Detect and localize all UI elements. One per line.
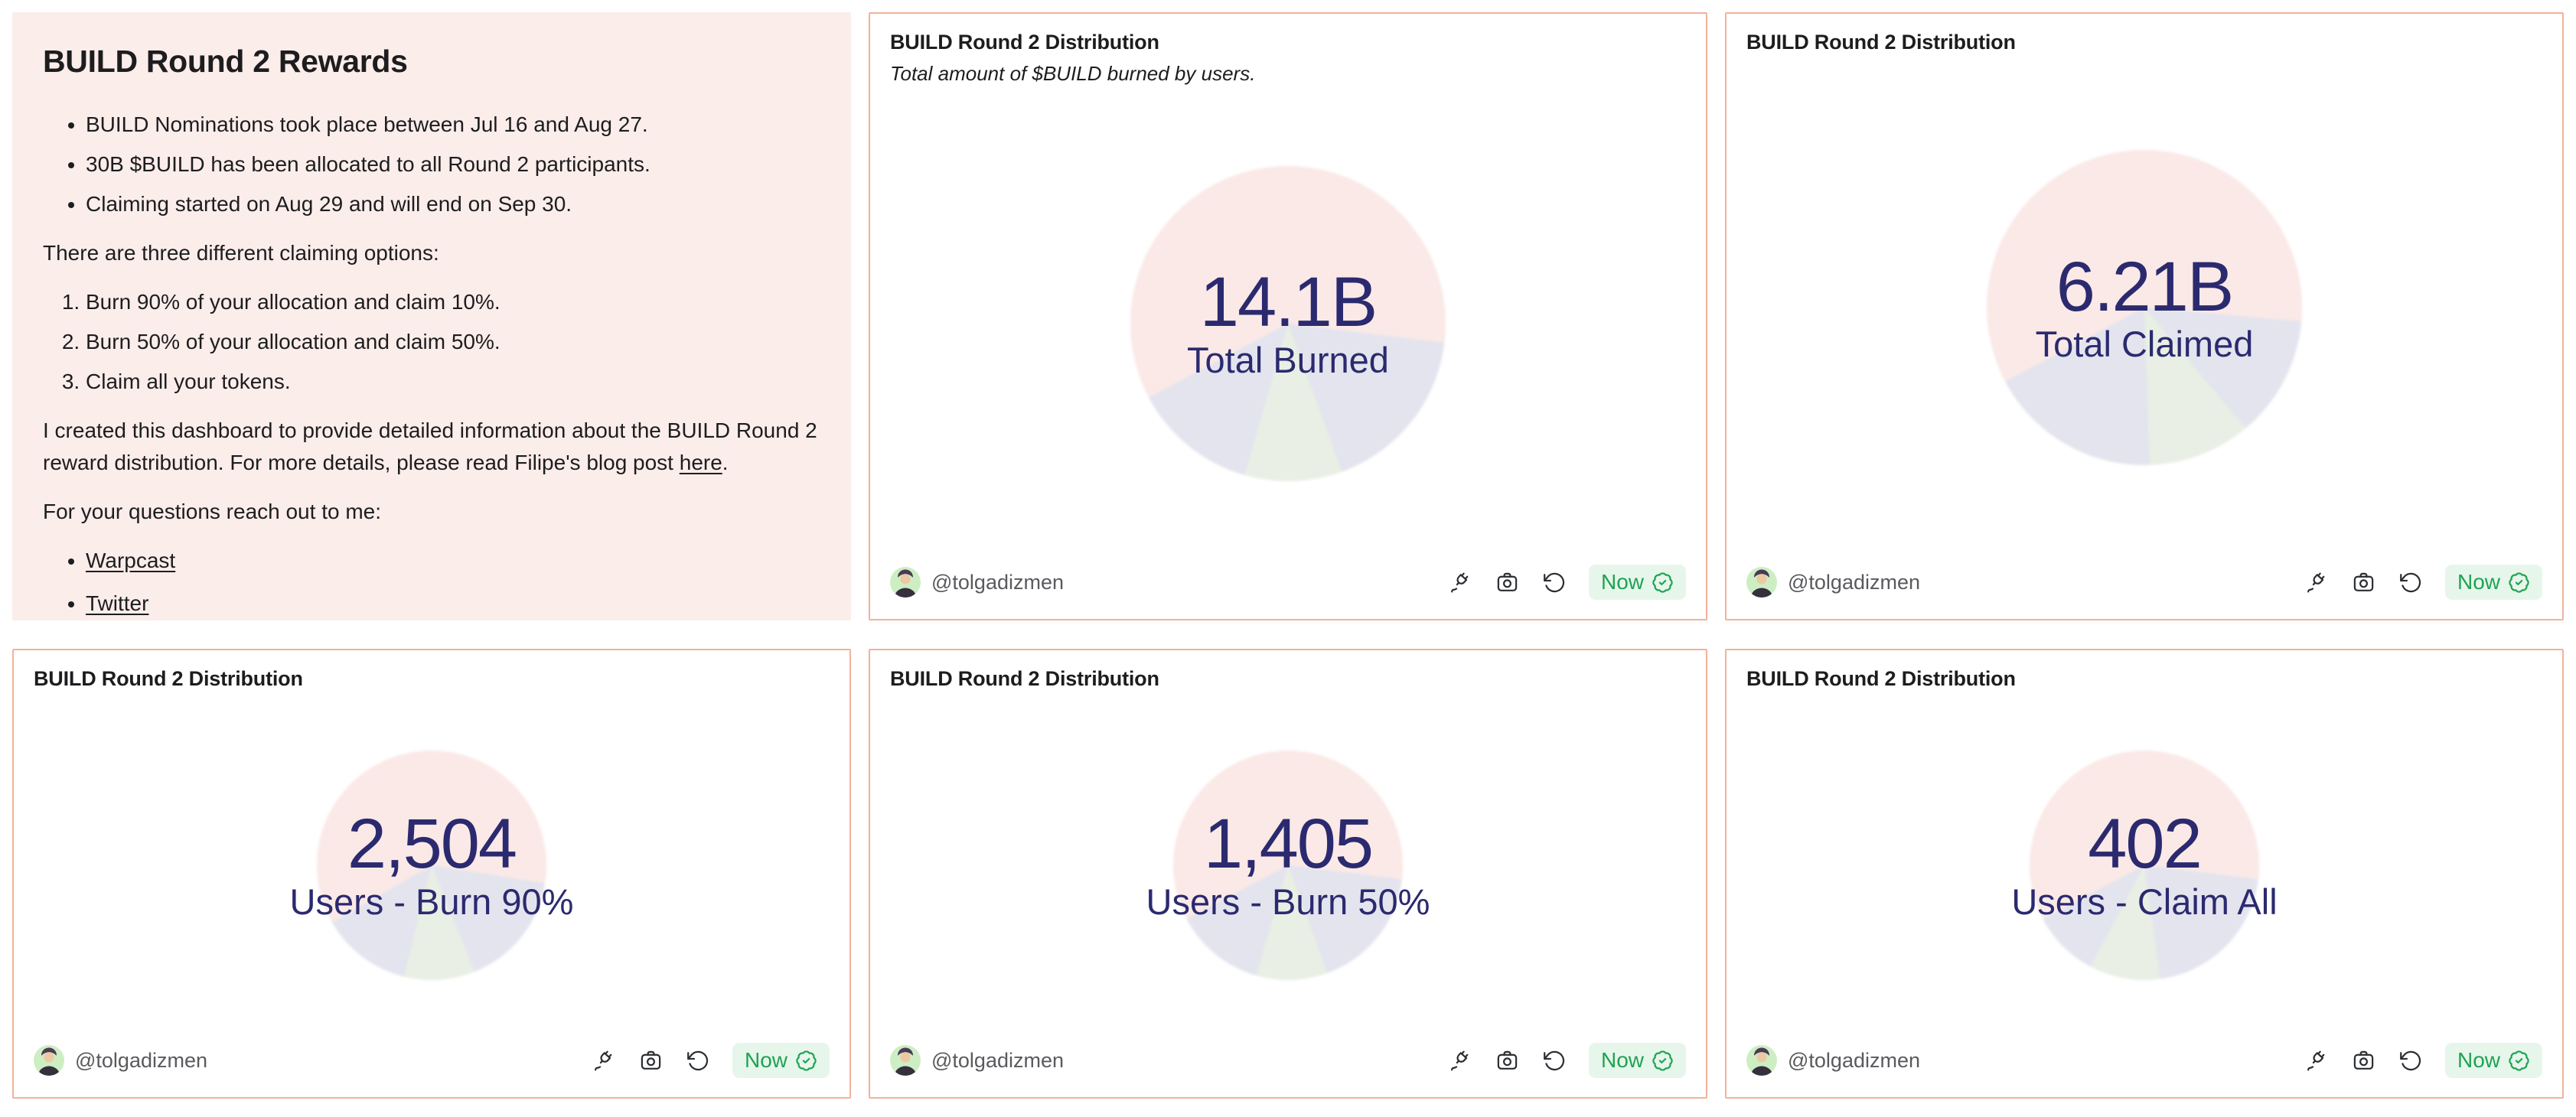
card-footer: @tolgadizmen Now: [1746, 1039, 2542, 1082]
distribution-pie-chart: [317, 750, 546, 980]
text-card: BUILD Round 2 Rewards BUILD Nominations …: [12, 12, 851, 620]
plug-icon[interactable]: [1449, 1049, 1472, 1073]
card-actions: Now: [1449, 1043, 1686, 1078]
avatar: [1746, 1045, 1777, 1076]
last-updated-badge[interactable]: Now: [2444, 565, 2542, 600]
card-footer: @tolgadizmen Now: [890, 1039, 1686, 1082]
verified-badge-icon: [2508, 1050, 2530, 1072]
option-item: Burn 50% of your allocation and claim 50…: [86, 326, 820, 358]
author-link[interactable]: @tolgadizmen: [890, 567, 1064, 598]
chart-card-users-burn-50: BUILD Round 2 Distribution 1,405 Users -…: [869, 649, 1707, 1099]
last-updated-badge[interactable]: Now: [1588, 565, 1686, 600]
distribution-pie-chart: [1987, 150, 2302, 465]
distribution-pie-chart: [2030, 750, 2259, 980]
history-icon[interactable]: [2398, 571, 2422, 594]
chart-subtitle: Total amount of $BUILD burned by users.: [890, 62, 1256, 85]
author-link[interactable]: @tolgadizmen: [890, 1045, 1064, 1076]
history-icon[interactable]: [686, 1049, 709, 1073]
info-bullet-list: BUILD Nominations took place between Jul…: [54, 109, 820, 220]
chart-card-users-claim-all: BUILD Round 2 Distribution 402 Users - C…: [1725, 649, 2564, 1099]
distribution-pie-chart: [1173, 750, 1403, 980]
author-handle: @tolgadizmen: [931, 570, 1064, 594]
avatar: [1746, 567, 1777, 598]
chart-title: BUILD Round 2 Distribution: [1746, 667, 2016, 690]
author-handle: @tolgadizmen: [931, 1048, 1064, 1072]
option-item: Claim all your tokens.: [86, 366, 820, 398]
avatar: [890, 1045, 921, 1076]
plug-icon[interactable]: [1449, 571, 1472, 594]
camera-icon[interactable]: [2352, 1049, 2375, 1073]
camera-icon[interactable]: [1495, 1049, 1519, 1073]
card-footer: @tolgadizmen Now: [890, 561, 1686, 604]
dashboard-note: I created this dashboard to provide deta…: [43, 415, 820, 479]
author-handle: @tolgadizmen: [1788, 1048, 1920, 1072]
text-card-title: BUILD Round 2 Rewards: [43, 44, 408, 79]
options-intro: There are three different claiming optio…: [43, 240, 439, 265]
card-actions: Now: [2305, 1043, 2542, 1078]
option-item: Burn 90% of your allocation and claim 10…: [86, 286, 820, 318]
chart-area: 6.21B Total Claimed: [1746, 54, 2542, 561]
list-item: Warpcast: [86, 545, 820, 577]
chart-area: 402 Users - Claim All: [1746, 691, 2542, 1039]
author-link[interactable]: @tolgadizmen: [1746, 567, 1920, 598]
avatar: [890, 567, 921, 598]
chart-title: BUILD Round 2 Distribution: [890, 667, 1159, 690]
author-handle: @tolgadizmen: [1788, 570, 1920, 594]
verified-badge-icon: [1652, 572, 1674, 594]
contact-intro: For your questions reach out to me:: [43, 499, 381, 523]
note-text: I created this dashboard to provide deta…: [43, 418, 817, 474]
bullet-item: Claiming started on Aug 29 and will end …: [86, 188, 820, 220]
list-item: Twitter: [86, 588, 820, 620]
verified-badge-icon: [2508, 572, 2530, 594]
last-updated-badge[interactable]: Now: [1588, 1043, 1686, 1078]
chart-title: BUILD Round 2 Distribution: [890, 31, 1159, 54]
author-handle: @tolgadizmen: [75, 1048, 207, 1072]
camera-icon[interactable]: [2352, 571, 2375, 594]
warpcast-link[interactable]: Warpcast: [86, 548, 176, 572]
chart-area: 2,504 Users - Burn 90%: [34, 691, 830, 1039]
card-footer: @tolgadizmen Now: [34, 1039, 830, 1082]
chart-card-total-claimed: BUILD Round 2 Distribution 6.21B Total C…: [1725, 12, 2564, 620]
last-updated-badge[interactable]: Now: [732, 1043, 830, 1078]
contact-list: Warpcast Twitter: [54, 545, 820, 620]
chart-area: 14.1B Total Burned: [890, 86, 1686, 561]
last-updated-text: Now: [2457, 1048, 2500, 1072]
plug-icon[interactable]: [2305, 571, 2329, 594]
history-icon[interactable]: [1542, 571, 1566, 594]
claiming-options-list: Burn 90% of your allocation and claim 10…: [54, 286, 820, 398]
history-icon[interactable]: [1542, 1049, 1566, 1073]
verified-badge-icon: [1652, 1050, 1674, 1072]
last-updated-text: Now: [1600, 570, 1644, 594]
note-text: .: [722, 450, 729, 474]
chart-title: BUILD Round 2 Distribution: [34, 667, 303, 690]
chart-card-users-burn-90: BUILD Round 2 Distribution 2,504 Users -…: [12, 649, 851, 1099]
twitter-link[interactable]: Twitter: [86, 591, 149, 615]
chart-card-total-burned: BUILD Round 2 Distribution Total amount …: [869, 12, 1707, 620]
card-footer: @tolgadizmen Now: [1746, 561, 2542, 604]
history-icon[interactable]: [2398, 1049, 2422, 1073]
camera-icon[interactable]: [639, 1049, 663, 1073]
bullet-item: 30B $BUILD has been allocated to all Rou…: [86, 148, 820, 181]
last-updated-text: Now: [2457, 570, 2500, 594]
author-link[interactable]: @tolgadizmen: [34, 1045, 207, 1076]
distribution-pie-chart: [1130, 165, 1446, 481]
author-link[interactable]: @tolgadizmen: [1746, 1045, 1920, 1076]
last-updated-text: Now: [1600, 1048, 1644, 1072]
chart-area: 1,405 Users - Burn 50%: [890, 691, 1686, 1039]
camera-icon[interactable]: [1495, 571, 1519, 594]
last-updated-badge[interactable]: Now: [2444, 1043, 2542, 1078]
card-actions: Now: [2305, 565, 2542, 600]
bullet-item: BUILD Nominations took place between Jul…: [86, 109, 820, 141]
chart-title: BUILD Round 2 Distribution: [1746, 31, 2016, 54]
last-updated-text: Now: [744, 1048, 787, 1072]
verified-badge-icon: [795, 1050, 817, 1072]
card-actions: Now: [1449, 565, 1686, 600]
avatar: [34, 1045, 64, 1076]
blog-post-link[interactable]: here: [679, 450, 722, 474]
card-actions: Now: [592, 1043, 830, 1078]
plug-icon[interactable]: [592, 1049, 616, 1073]
plug-icon[interactable]: [2305, 1049, 2329, 1073]
